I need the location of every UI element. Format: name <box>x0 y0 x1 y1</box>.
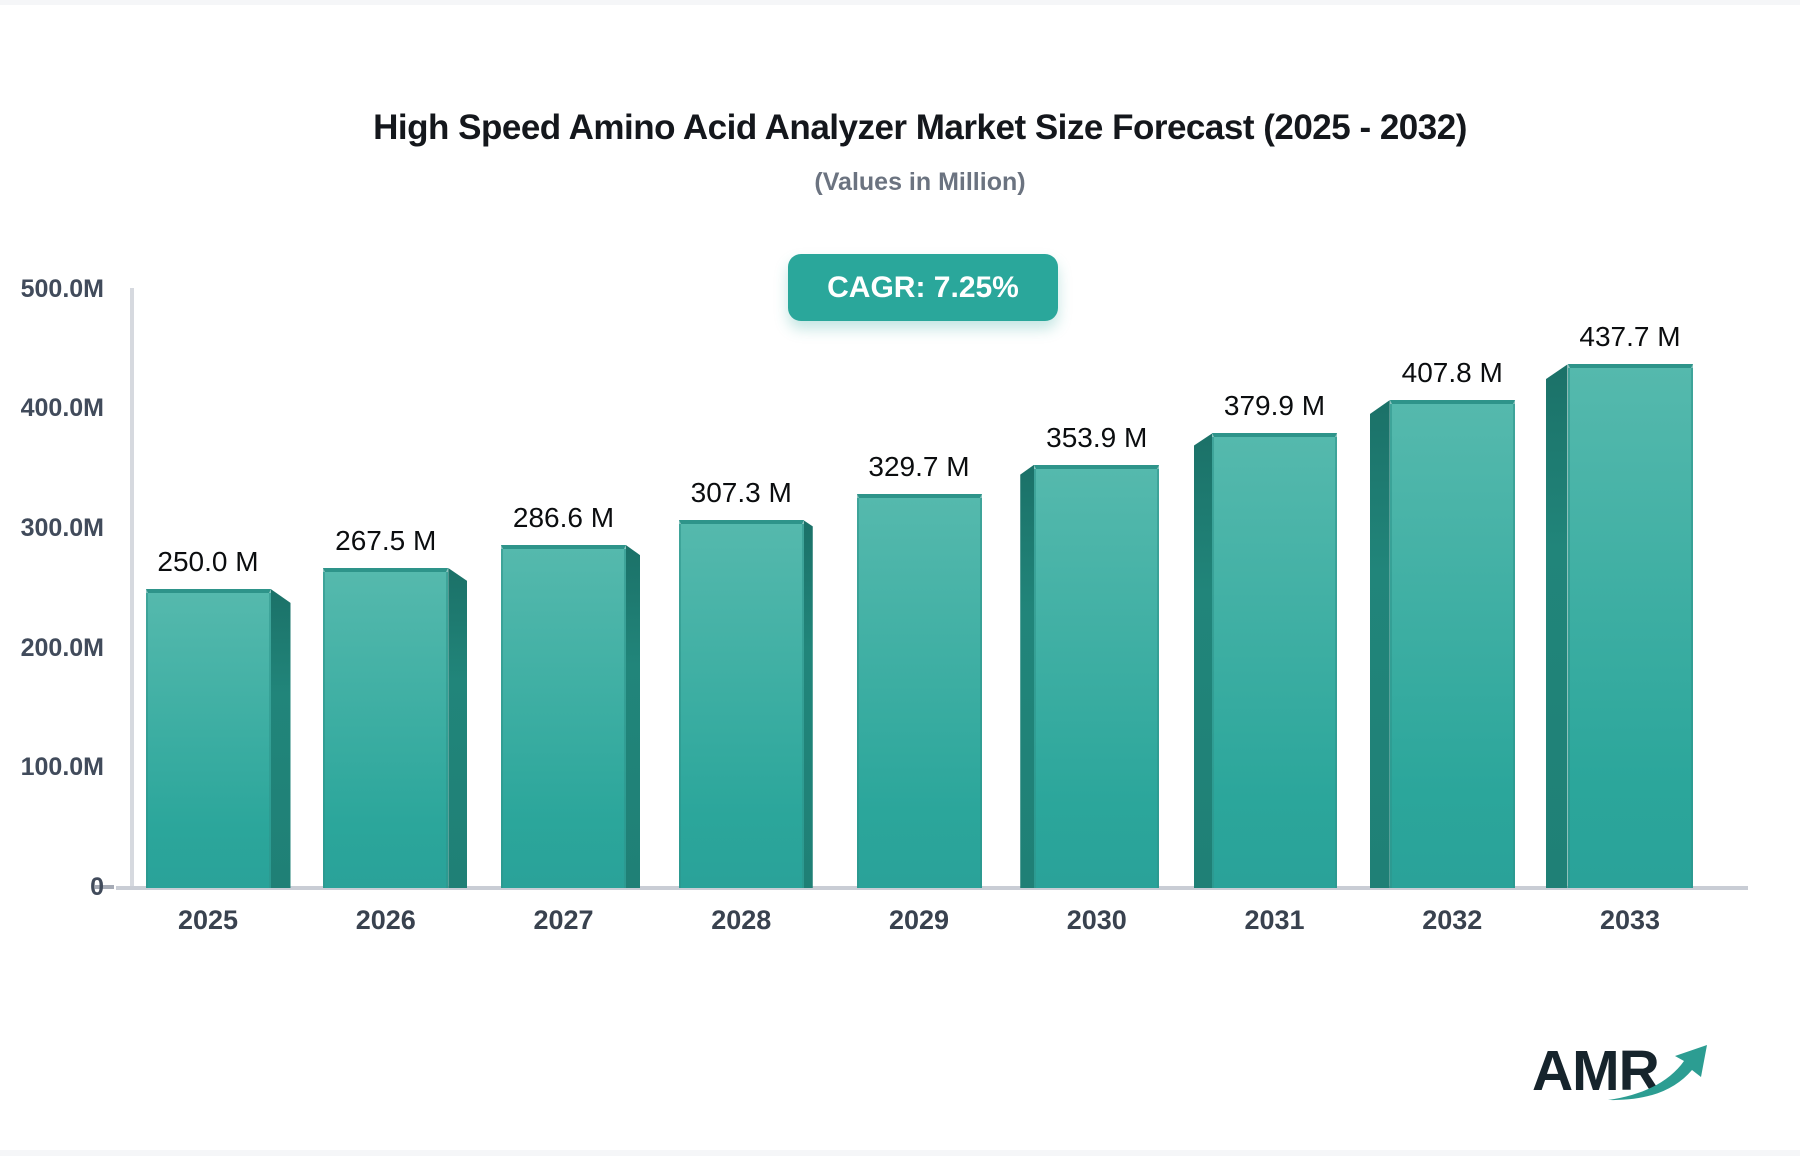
page-title: High Speed Amino Acid Analyzer Market Si… <box>373 108 1467 147</box>
bar-value-label-2028: 307.3 M <box>690 477 792 509</box>
x-axis-label-2028: 2028 <box>711 905 772 935</box>
bar-value-label-2033: 437.7 M <box>1579 321 1681 353</box>
bar-value-label-2031: 379.9 M <box>1223 390 1326 422</box>
bar-value-label-2030: 353.9 M <box>1046 421 1148 453</box>
bar-2032[interactable] <box>1389 400 1515 888</box>
y-axis-tick-label: 0 <box>90 873 104 901</box>
bar-2029[interactable] <box>856 493 982 888</box>
bar-side-face-2025 <box>270 588 291 888</box>
x-axis-label-2031: 2031 <box>1244 905 1305 935</box>
bar-value-label-2027: 286.6 M <box>512 502 615 534</box>
top-edge-strip <box>0 0 1800 5</box>
y-axis-tick-label: 200.0M <box>20 633 104 662</box>
x-axis-label-2032: 2032 <box>1422 905 1483 935</box>
bar-value-label-2026: 267.5 M <box>335 524 437 556</box>
bar-2031[interactable] <box>1212 433 1337 888</box>
bar-value-label-2025: 250.0 M <box>157 545 259 577</box>
brand-logo-text: AMR <box>1532 1039 1660 1103</box>
bar-side-face-2028 <box>803 520 813 888</box>
x-axis-label-2033: 2033 <box>1599 905 1661 935</box>
bar-2025[interactable] <box>145 588 271 888</box>
bar-side-face-2033 <box>1545 364 1568 888</box>
x-axis-baseline <box>116 886 1748 890</box>
bar-side-face-2030 <box>1020 464 1035 888</box>
bar-2033[interactable] <box>1567 364 1693 888</box>
bar-2030[interactable] <box>1034 464 1160 888</box>
bar-2027[interactable] <box>501 545 626 888</box>
x-axis-label-2025: 2025 <box>177 905 239 935</box>
y-axis-tick-label: 400.0M <box>20 394 104 423</box>
bar-side-face-2026 <box>448 567 468 888</box>
bar-side-face-2032 <box>1369 400 1390 888</box>
y-axis-tick-label: 500.0M <box>20 274 104 303</box>
bar-value-label-2029: 329.7 M <box>868 450 970 482</box>
y-axis-tick-label: 100.0M <box>20 753 104 782</box>
x-axis-label-2027: 2027 <box>533 905 594 935</box>
brand-logo[interactable]: AMR <box>1532 1038 1717 1110</box>
cagr-badge: CAGR: 7.25% <box>788 254 1058 321</box>
bar-2028[interactable] <box>678 520 804 888</box>
page-subtitle: (Values in Million) <box>814 168 1026 196</box>
bar-2026[interactable] <box>323 567 449 888</box>
x-axis-label-2029: 2029 <box>888 905 950 935</box>
x-axis-label-2026: 2026 <box>355 905 416 935</box>
bottom-edge-strip <box>0 1150 1800 1156</box>
y-axis-tick-label: 300.0M <box>20 514 104 543</box>
bar-value-label-2032: 407.8 M <box>1401 357 1503 389</box>
x-axis-label-2030: 2030 <box>1066 905 1127 935</box>
bar-side-face-2031 <box>1194 433 1212 888</box>
bar-side-face-2027 <box>626 545 640 888</box>
y-axis-line <box>130 288 134 888</box>
zero-tick-mark <box>95 885 114 889</box>
growth-arrow-icon <box>1608 1045 1707 1101</box>
